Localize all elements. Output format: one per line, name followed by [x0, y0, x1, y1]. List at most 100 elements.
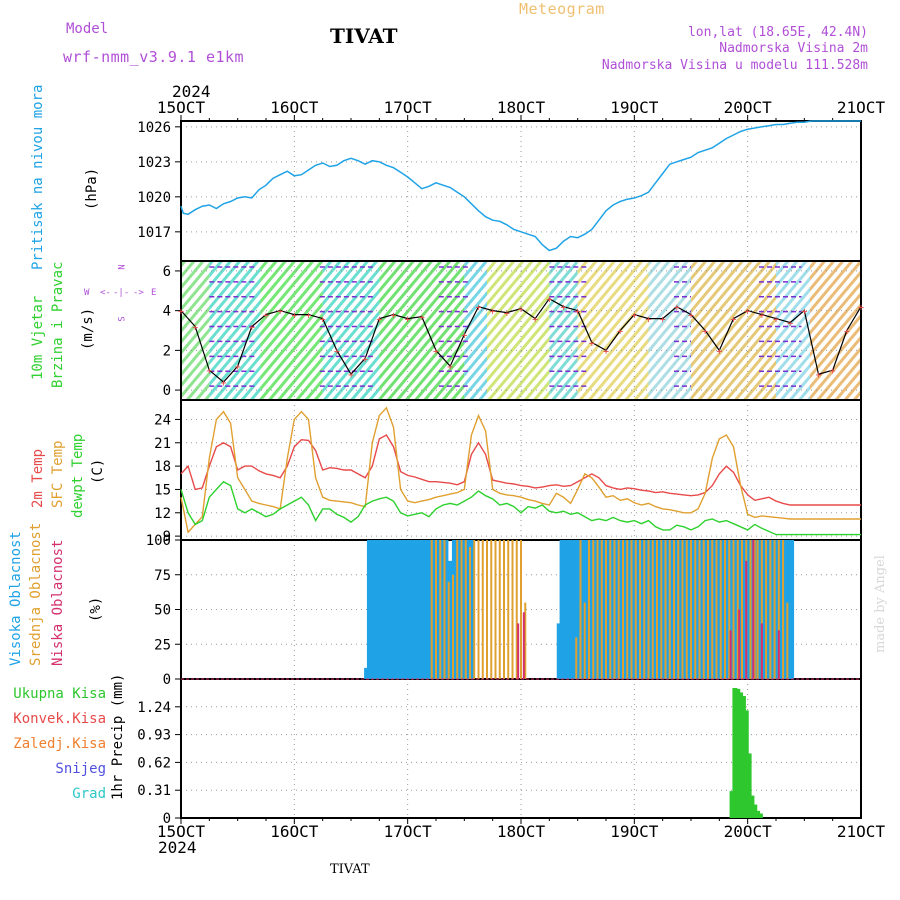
mid-cloud-bar	[609, 540, 612, 679]
high-cloud-bar	[388, 540, 394, 679]
ytick-label: 4	[163, 304, 171, 320]
high-cloud-bar	[610, 540, 616, 679]
mid-cloud-bar	[600, 540, 603, 679]
wind-gust-marker: +	[504, 309, 510, 320]
wind-gust-marker: +	[589, 338, 595, 349]
pressure-line	[180, 120, 861, 252]
wind-gust-marker: +	[263, 311, 269, 322]
low-cloud-bar	[517, 623, 520, 679]
wind-band	[487, 261, 550, 400]
high-cloud-bar	[733, 540, 739, 679]
wind-gust-marker: +	[858, 303, 864, 314]
high-cloud-bar	[627, 540, 633, 679]
mid-cloud-bar	[732, 540, 735, 679]
wind-gust-marker: +	[490, 307, 496, 318]
mid-cloud-bar	[715, 540, 718, 679]
legend-total-rain: Ukupna Kisa	[13, 686, 106, 702]
wind-gust-marker: +	[674, 303, 680, 314]
mid-cloud-bar	[753, 540, 756, 679]
mid-cloud-bar	[741, 540, 743, 679]
wind-gust-marker: +	[405, 315, 411, 326]
dewpt-line	[180, 480, 861, 536]
legend-snow: Snijeg	[55, 761, 106, 777]
mid-cloud-bar	[769, 540, 772, 679]
wind-gust-marker: +	[305, 311, 311, 322]
mid-cloud-bar	[651, 540, 654, 679]
ytick-label: 12	[154, 506, 171, 522]
high-cloud-bar	[392, 540, 398, 679]
mid-cloud-bar	[613, 540, 616, 679]
meteogram-title: Meteogram	[519, 0, 605, 18]
wind-gust-marker: +	[745, 307, 751, 318]
wind-gust-marker: +	[235, 362, 241, 373]
wind-gust-marker: +	[560, 303, 566, 314]
precip-bar	[735, 688, 741, 818]
xtick-label-bottom: 19OCT	[610, 822, 659, 841]
mid-cloud-bar	[605, 540, 607, 679]
high-cloud-bar	[670, 540, 676, 679]
high-cloud-bar	[682, 540, 688, 679]
high-cloud-bar	[451, 540, 457, 679]
mid-cloud-bar	[786, 602, 789, 679]
mid-cloud-bar	[617, 540, 620, 679]
low-cloud-bar	[760, 623, 763, 679]
high-cloud-bar	[576, 540, 582, 679]
high-cloud-bar	[661, 540, 667, 679]
mid-cloud-bar	[685, 540, 688, 679]
mid-cloud-bar	[622, 540, 624, 679]
mid-cloud-bar	[643, 540, 646, 679]
wind-band	[776, 261, 810, 400]
wind-gust-marker: +	[815, 370, 821, 381]
mid-cloud-bar	[681, 540, 684, 679]
wind-gust-marker: +	[603, 346, 609, 357]
temp2m-line	[180, 434, 861, 506]
mid-cloud-bar	[524, 602, 527, 679]
mid-cloud-bar	[473, 540, 476, 679]
elevation-label: Nadmorska Visina 2m	[719, 41, 868, 56]
high-cloud-bar	[460, 540, 466, 679]
wind-gust-marker: +	[660, 315, 666, 326]
low-cloud-bar	[752, 540, 755, 679]
legend-frozen-rain: Zaledj.Kisa	[13, 736, 106, 752]
high-cloud-bar	[644, 540, 650, 679]
mid-cloud-bar	[724, 540, 726, 679]
xtick-label-top: 20OCT	[724, 98, 773, 117]
wind-band	[810, 261, 861, 400]
model-elevation-label: Nadmorska Visina u modelu 111.528m	[601, 58, 868, 73]
wind-band	[322, 261, 380, 400]
high-cloud-bar	[678, 540, 684, 679]
wind-gust-marker: +	[830, 366, 836, 377]
sfc-temp-line	[180, 406, 861, 534]
wind-gust-marker: +	[730, 315, 736, 326]
mid-cloud-bar	[765, 540, 768, 679]
xtick-label-top: 15OCT	[157, 98, 206, 117]
wind-gust-marker: +	[759, 311, 765, 322]
high-cloud-bar	[426, 540, 432, 679]
xtick-label-top: 19OCT	[610, 98, 659, 117]
mid-cloud-bar	[443, 540, 446, 679]
low-cloud-bar	[738, 609, 741, 679]
high-cloud-bar	[712, 540, 718, 679]
top-year-label: 2024	[172, 82, 211, 101]
mid-cloud-bar	[460, 540, 463, 679]
high-cloud-bar	[619, 540, 625, 679]
wind-gust-marker: +	[220, 378, 226, 389]
high-cloud-bar	[563, 540, 569, 679]
low-cloud-bar	[745, 560, 748, 679]
wind-gust-marker: +	[475, 303, 481, 314]
compass-east-label: E	[151, 288, 157, 298]
ytick-label: 6	[163, 264, 171, 280]
wind-gust-marker: +	[447, 362, 453, 373]
high-cloud-bar	[364, 667, 370, 679]
ytick-label: 0.31	[137, 783, 171, 799]
high-cloud-bar	[674, 540, 680, 679]
high-cloud-bar	[417, 540, 423, 679]
legend-convective-rain: Konvek.Kisa	[13, 711, 106, 727]
precip-bar	[740, 696, 746, 818]
xtick-label-bottom: 17OCT	[384, 822, 433, 841]
high-cloud-bar	[687, 540, 693, 679]
ytick-label: 15	[154, 482, 171, 498]
wind-gust-marker: +	[631, 311, 637, 322]
wind-band	[549, 261, 578, 400]
xtick-label-bottom: 18OCT	[497, 822, 546, 841]
